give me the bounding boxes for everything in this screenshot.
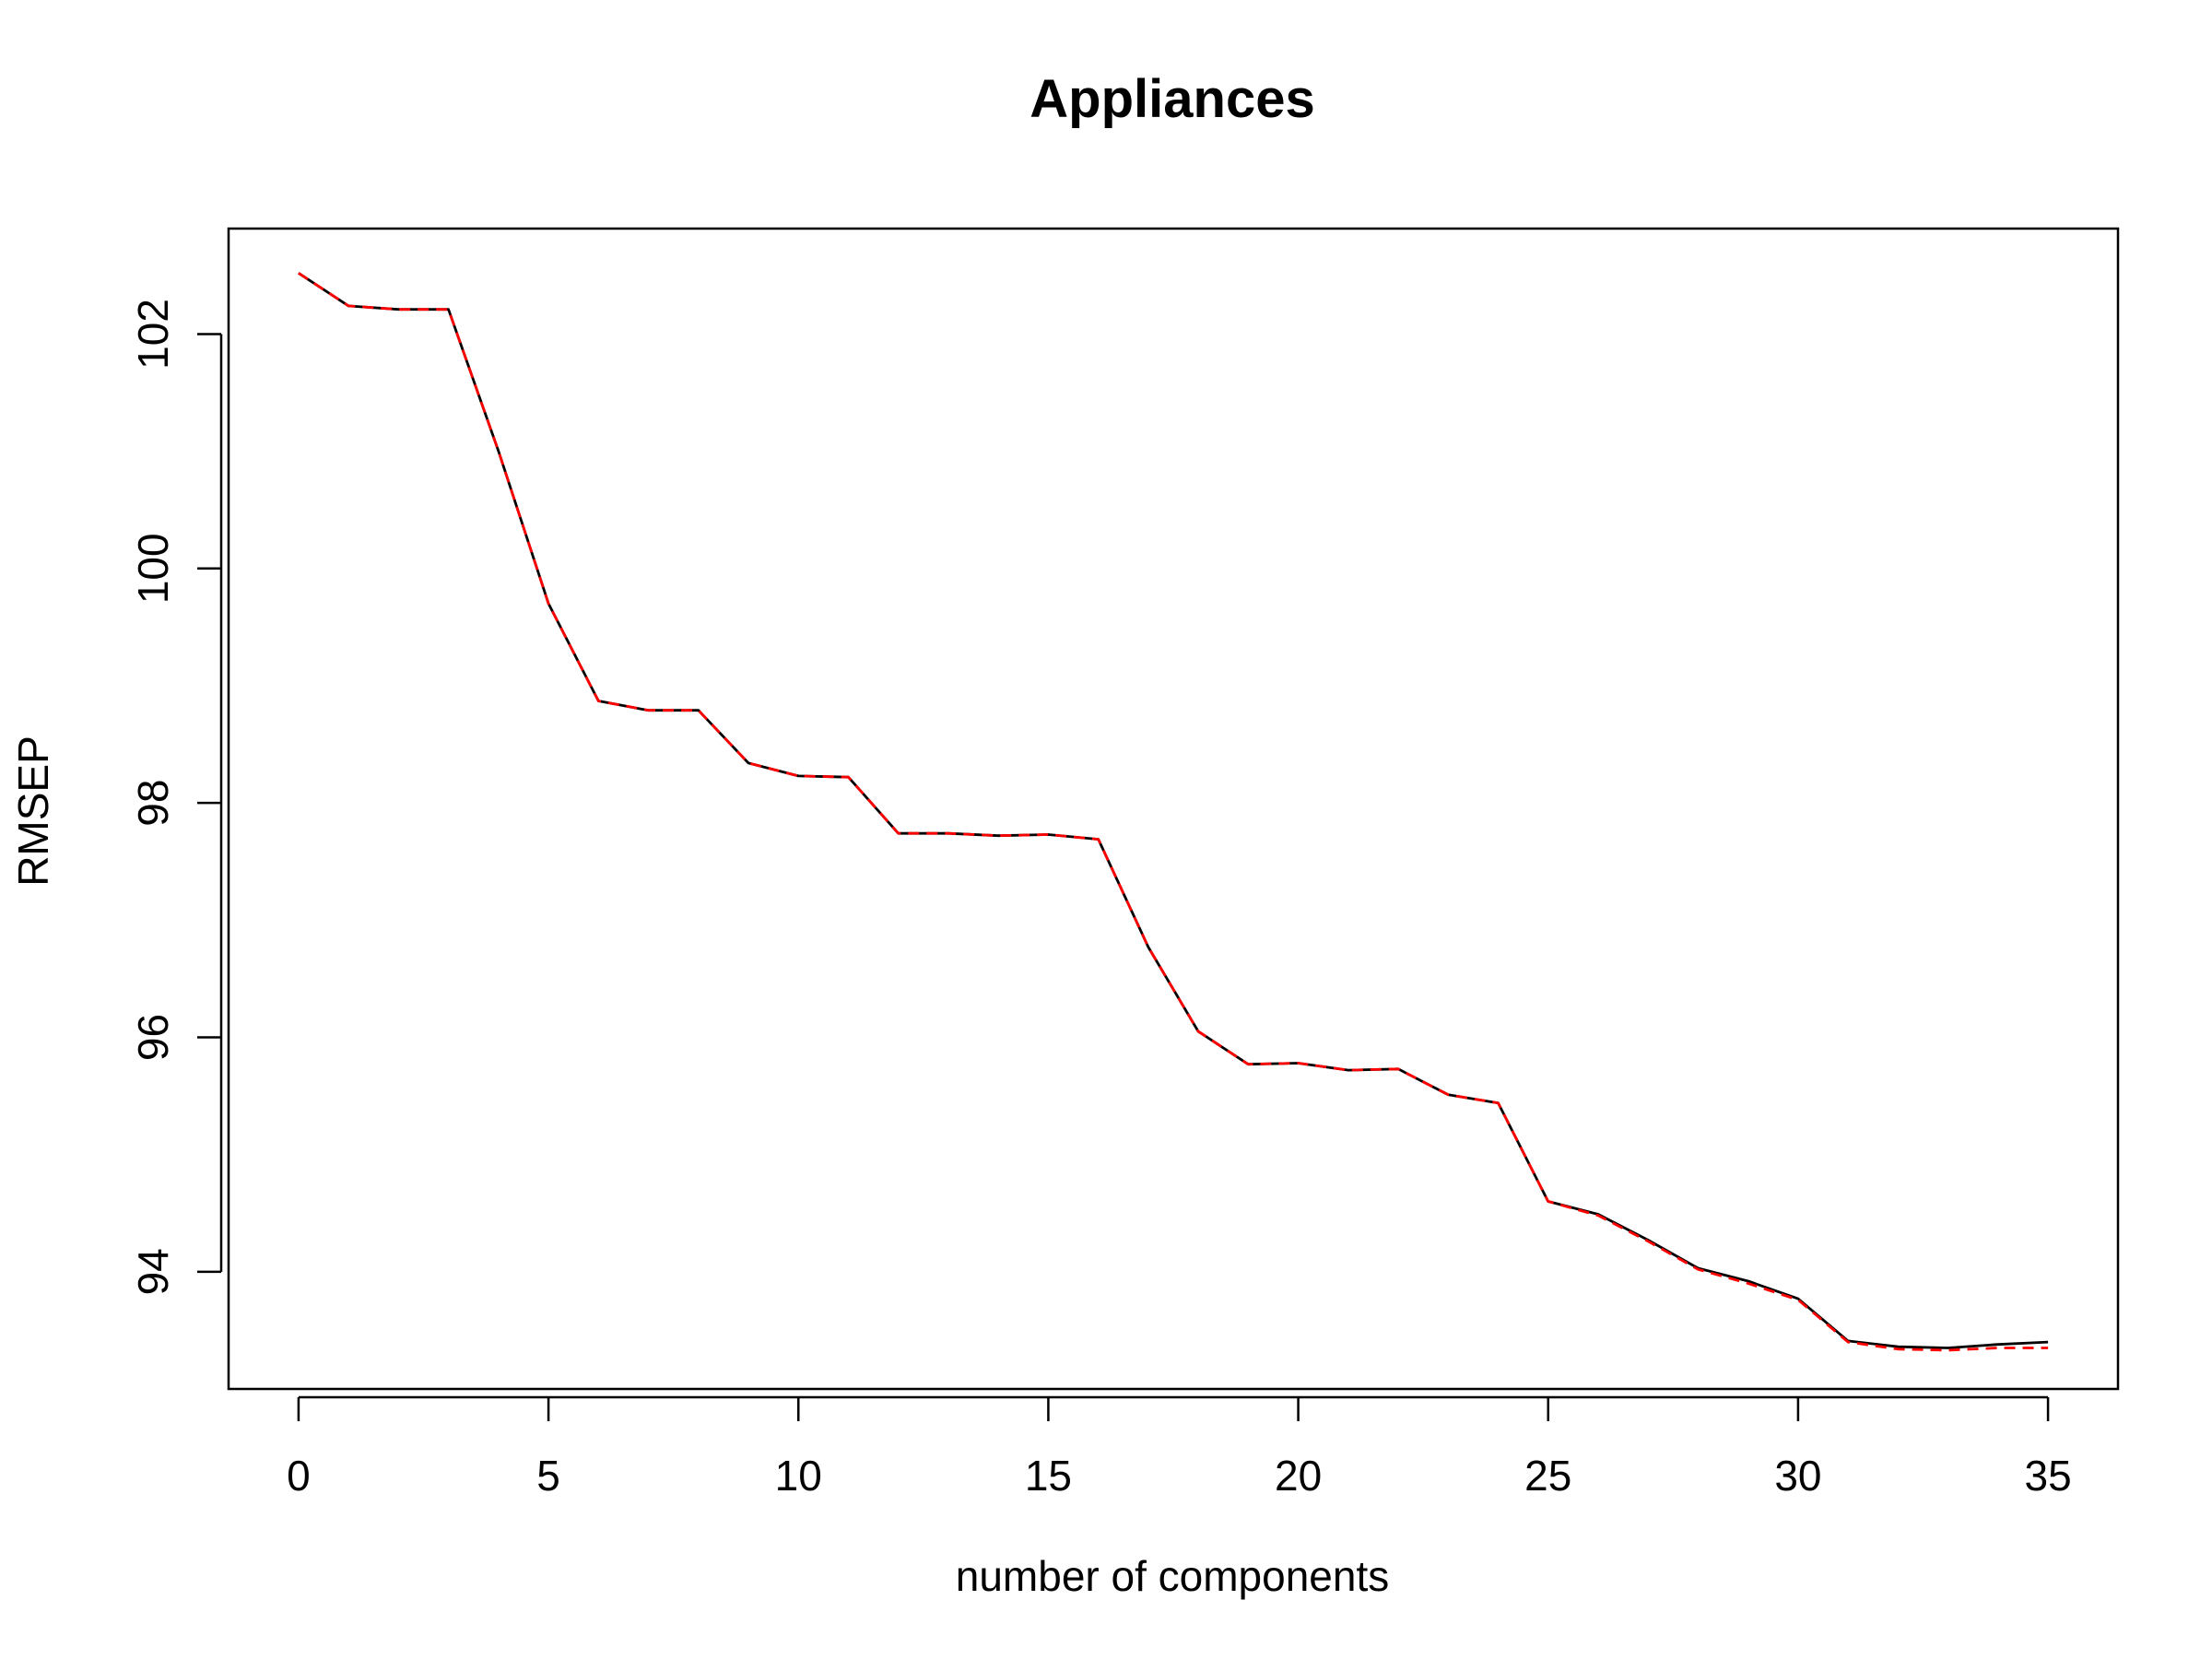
x-tick-label: 0 xyxy=(287,1452,311,1500)
y-tick-label: 98 xyxy=(129,780,177,827)
y-axis: 94 96 98 100 102 xyxy=(129,299,223,1295)
x-tick-label: 25 xyxy=(1524,1452,1571,1500)
x-tick-label: 15 xyxy=(1025,1452,1072,1500)
x-tick-label: 5 xyxy=(536,1452,560,1500)
x-tick-label: 30 xyxy=(1774,1452,1821,1500)
x-axis: 0 5 10 15 20 25 30 35 xyxy=(287,1395,2072,1500)
y-tick-label: 102 xyxy=(129,299,177,370)
y-tick-label: 100 xyxy=(129,533,177,604)
series-line-2 xyxy=(298,272,2049,1352)
x-tick-label: 10 xyxy=(775,1452,822,1500)
y-tick-label: 94 xyxy=(129,1248,177,1295)
y-axis-label: RMSEP xyxy=(9,735,57,887)
y-tick-label: 96 xyxy=(129,1014,177,1061)
series-line-1 xyxy=(298,272,2049,1349)
plot-frame xyxy=(227,227,2120,1391)
x-tick-label: 20 xyxy=(1275,1452,1322,1500)
x-tick-label: 35 xyxy=(2024,1452,2071,1500)
series-layer xyxy=(298,272,2049,1352)
x-axis-label: number of components xyxy=(956,1552,1390,1600)
chart-title: Appliances xyxy=(1030,69,1314,129)
